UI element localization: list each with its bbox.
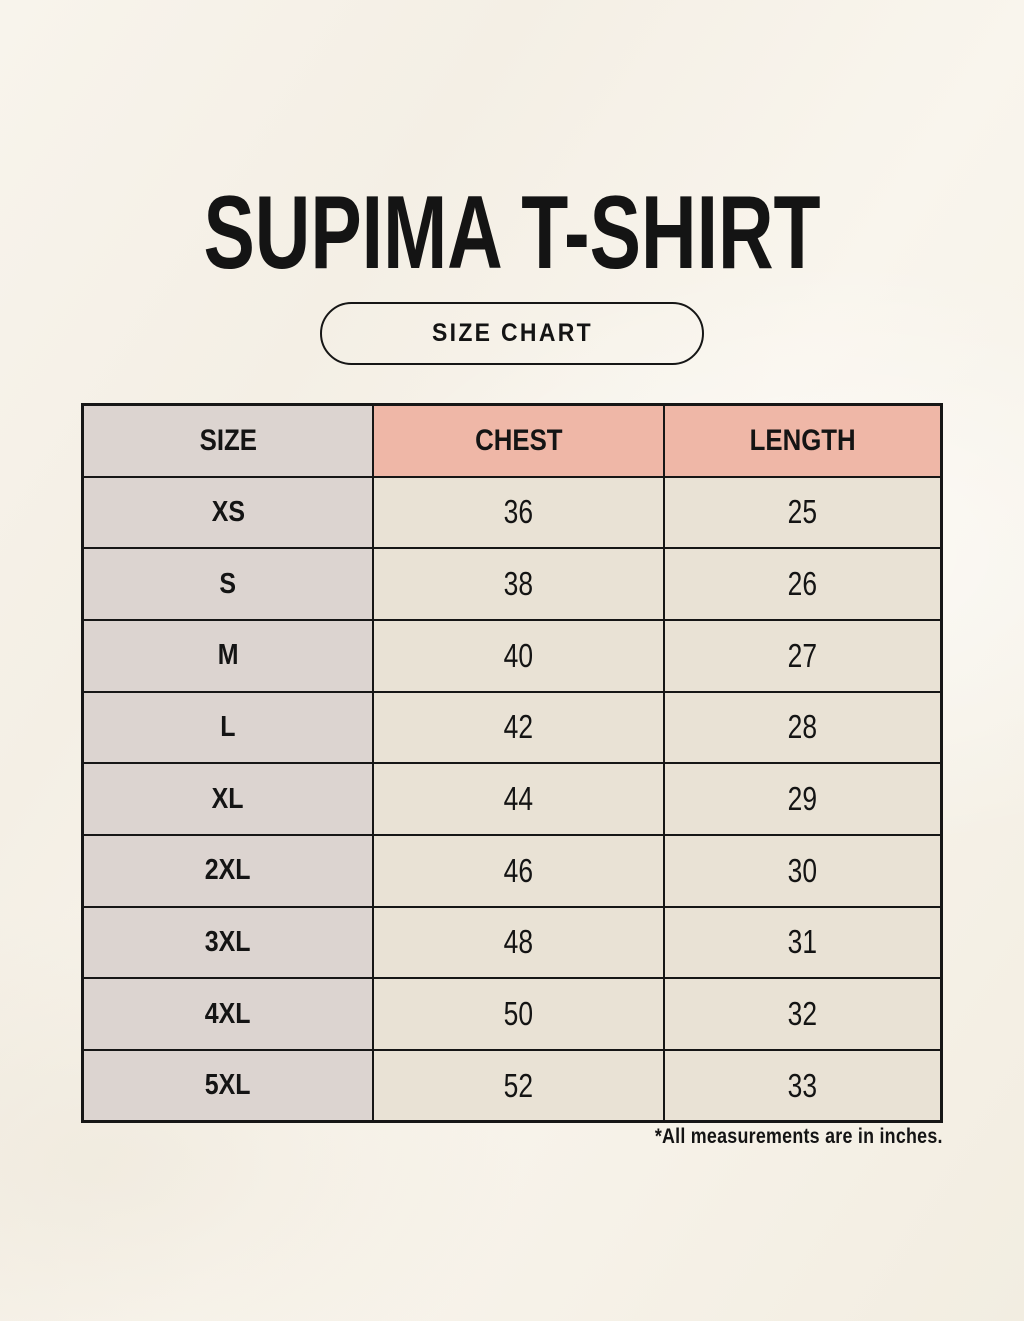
size-cell: XS <box>81 475 374 550</box>
column-header-size: SIZE <box>81 403 374 478</box>
length-cell: 25 <box>663 475 943 550</box>
length-cell: 30 <box>663 833 943 908</box>
size-cell-text: 4XL <box>205 997 251 1030</box>
table-row-l: L 42 28 <box>81 690 943 765</box>
size-cell-text: M <box>217 639 239 672</box>
chest-cell-text: 48 <box>503 923 534 961</box>
length-cell: 28 <box>663 690 943 765</box>
chest-cell: 48 <box>372 905 665 980</box>
length-cell-text: 25 <box>787 493 818 531</box>
column-header-size-text: SIZE <box>199 423 257 457</box>
chest-cell: 50 <box>372 977 665 1051</box>
length-cell: 32 <box>663 977 943 1051</box>
chest-cell-text: 50 <box>503 995 534 1033</box>
table-header-row: SIZE CHEST LENGTH <box>81 403 943 478</box>
size-cell: M <box>81 618 374 693</box>
size-cell: 3XL <box>81 905 374 980</box>
length-cell: 27 <box>663 618 943 693</box>
length-cell-text: 27 <box>787 636 818 674</box>
size-cell-text: 2XL <box>205 854 251 887</box>
chest-cell-text: 52 <box>503 1066 534 1104</box>
table-row-3xl: 3XL 48 31 <box>81 905 943 980</box>
column-header-chest-text: CHEST <box>474 423 563 457</box>
chest-cell: 36 <box>372 475 665 550</box>
chest-cell-text: 40 <box>503 636 534 674</box>
length-cell-text: 28 <box>787 708 818 746</box>
size-cell-text: L <box>220 710 236 743</box>
chest-cell: 44 <box>372 762 665 836</box>
chest-cell: 42 <box>372 690 665 765</box>
size-cell-text: XS <box>211 495 245 528</box>
length-cell-text: 31 <box>787 923 818 961</box>
length-cell-text: 26 <box>787 565 818 603</box>
length-cell-text: 32 <box>787 995 818 1033</box>
size-cell: L <box>81 690 374 765</box>
chest-cell: 52 <box>372 1049 665 1123</box>
size-cell-text: XL <box>212 782 244 815</box>
column-header-length-text: LENGTH <box>749 423 856 457</box>
size-cell: 4XL <box>81 977 374 1051</box>
chest-cell: 40 <box>372 618 665 693</box>
length-cell-text: 29 <box>787 780 818 818</box>
table-row-xl: XL 44 29 <box>81 762 943 836</box>
table-row-m: M 40 27 <box>81 618 943 693</box>
size-table: SIZE CHEST LENGTH XS 36 25 S 38 26 M 40 … <box>81 403 943 1124</box>
table-row-5xl: 5XL 52 33 <box>81 1049 943 1123</box>
length-cell-text: 30 <box>787 851 818 889</box>
chest-cell: 38 <box>372 547 665 621</box>
size-table-body: XS 36 25 S 38 26 M 40 27 L 42 28 XL 44 <box>81 475 943 1123</box>
chest-cell-text: 46 <box>503 851 534 889</box>
size-cell: S <box>81 547 374 621</box>
chest-cell-text: 36 <box>503 493 534 531</box>
chest-cell-text: 44 <box>503 780 534 818</box>
size-cell-text: 5XL <box>205 1069 251 1102</box>
size-cell: 2XL <box>81 833 374 908</box>
size-cell-text: 3XL <box>205 925 251 958</box>
length-cell: 31 <box>663 905 943 980</box>
table-row-s: S 38 26 <box>81 547 943 621</box>
column-header-length: LENGTH <box>663 403 943 478</box>
size-chart-badge-label: SIZE CHART <box>431 319 593 347</box>
chest-cell-text: 42 <box>503 708 534 746</box>
table-row-2xl: 2XL 46 30 <box>81 833 943 908</box>
page-title: SUPIMA T-SHIRT <box>203 175 821 291</box>
size-cell-text: S <box>219 567 237 600</box>
column-header-chest: CHEST <box>372 403 665 478</box>
table-row-xs: XS 36 25 <box>81 475 943 550</box>
length-cell: 33 <box>663 1049 943 1123</box>
measurements-footnote: *All measurements are in inches. <box>655 1125 943 1148</box>
table-row-4xl: 4XL 50 32 <box>81 977 943 1051</box>
length-cell: 26 <box>663 547 943 621</box>
length-cell: 29 <box>663 762 943 836</box>
chest-cell-text: 38 <box>503 565 534 603</box>
chest-cell: 46 <box>372 833 665 908</box>
size-table-head: SIZE CHEST LENGTH <box>81 403 943 478</box>
size-cell: 5XL <box>81 1049 374 1123</box>
length-cell-text: 33 <box>787 1066 818 1104</box>
size-chart-badge: SIZE CHART <box>320 302 704 365</box>
size-cell: XL <box>81 762 374 836</box>
